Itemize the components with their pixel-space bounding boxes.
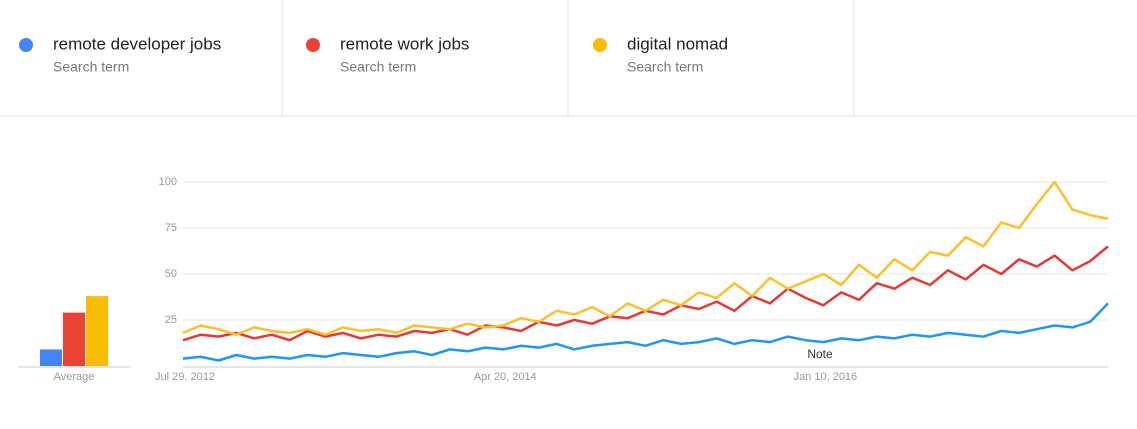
legend-subtitle: Search term [53, 59, 129, 75]
average-bar [63, 312, 85, 366]
y-tick-label: 25 [165, 314, 177, 326]
trend-line [182, 245, 1109, 342]
average-bar [40, 349, 62, 366]
legend-dot[interactable] [306, 38, 320, 52]
note-annotation[interactable]: Note [807, 347, 833, 361]
legend-term[interactable]: digital nomad [627, 34, 728, 53]
x-tick-label: Jan 10, 2016 [794, 371, 858, 383]
x-tick-label: Apr 20, 2014 [474, 371, 537, 383]
trend-line [182, 302, 1109, 362]
average-label: Average [54, 371, 95, 383]
y-tick-label: 75 [165, 222, 177, 234]
legend-dot[interactable] [19, 38, 33, 52]
trend-line [182, 180, 1109, 336]
average-bar [86, 296, 108, 366]
y-tick-label: 50 [165, 268, 177, 280]
legend-term[interactable]: remote work jobs [340, 34, 469, 53]
y-tick-label: 100 [159, 176, 177, 188]
x-tick-label: Jul 29, 2012 [155, 371, 215, 383]
legend-subtitle: Search term [340, 59, 416, 75]
legend-subtitle: Search term [627, 59, 703, 75]
legend-term[interactable]: remote developer jobs [53, 34, 221, 53]
legend-dot[interactable] [593, 38, 607, 52]
